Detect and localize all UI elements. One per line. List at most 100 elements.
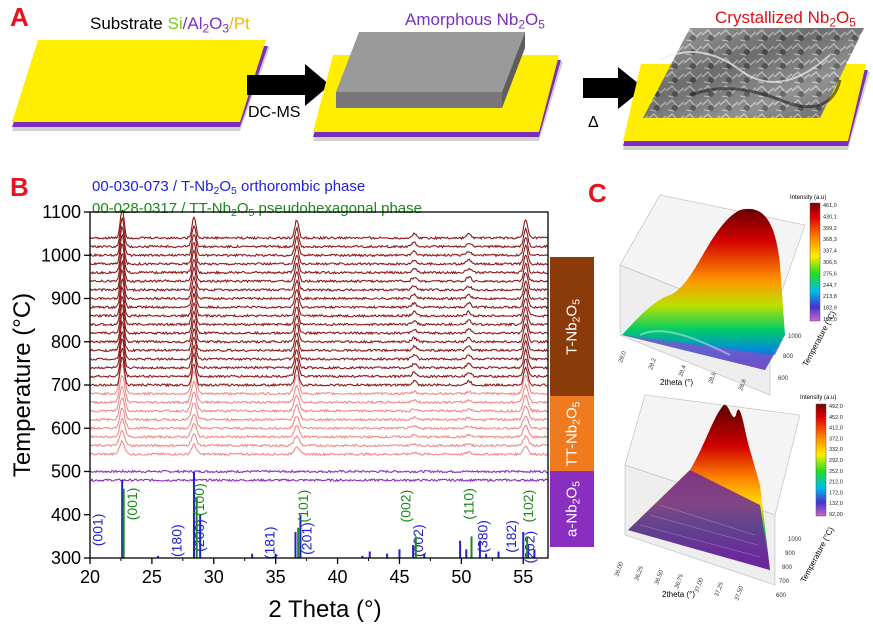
bottom-xtick: 36,50 bbox=[654, 569, 665, 586]
xrd-trace bbox=[89, 225, 548, 258]
reflection-label: (002) bbox=[410, 524, 426, 557]
xrd-trace bbox=[89, 242, 548, 275]
y-tick-label: 1000 bbox=[41, 245, 81, 265]
bottom-y-axis-label: Temperature (°C) bbox=[799, 525, 836, 584]
reflection-label: (182) bbox=[503, 520, 519, 553]
top-x-axis-label: 2theta (°) bbox=[660, 378, 693, 387]
xrd-trace bbox=[89, 216, 548, 249]
xrd-trace bbox=[89, 417, 548, 440]
colorbar-label: 212,0 bbox=[829, 480, 843, 486]
x-tick-label: 30 bbox=[204, 567, 224, 587]
top-xtick: 28,0 bbox=[618, 350, 628, 364]
top-xtick: 28,8 bbox=[738, 378, 748, 392]
xrd-trace bbox=[89, 375, 548, 405]
colorbar-label: 152,0 bbox=[823, 317, 837, 323]
xrd-trace bbox=[89, 209, 548, 241]
xrd-trace bbox=[89, 268, 548, 301]
colorbar-label: 372,0 bbox=[829, 436, 843, 442]
xrd-trace bbox=[89, 385, 548, 414]
colorbar-label: 399,2 bbox=[823, 226, 837, 232]
xrd-trace bbox=[89, 429, 548, 448]
xrd-trace bbox=[89, 304, 548, 336]
colorbar-label: 213,8 bbox=[823, 294, 837, 300]
bottom-ytick: 700 bbox=[779, 579, 790, 585]
top-xtick: 28,2 bbox=[648, 357, 658, 371]
colorbar-label: 172,0 bbox=[829, 490, 843, 496]
xrd-trace bbox=[89, 277, 548, 310]
colorbar-label: 337,4 bbox=[823, 249, 837, 255]
legend-blue: 00-030-073 / T-Nb2O5 orthorombic phase bbox=[92, 178, 366, 198]
x-tick-label: 50 bbox=[451, 567, 471, 587]
bottom-legend-title: Intensity (a.u) bbox=[800, 395, 836, 401]
colorbar-label: 461,0 bbox=[823, 203, 837, 209]
process-schematic: DC-MS Δ bbox=[12, 28, 870, 150]
arrow-2-label: Δ bbox=[588, 114, 599, 131]
panel-b-letter: B bbox=[10, 172, 29, 202]
top-ytick: 1000 bbox=[788, 334, 802, 340]
bottom-xtick: 37,00 bbox=[694, 577, 705, 594]
bottom-xtick: 36,75 bbox=[674, 573, 685, 590]
arrow-1 bbox=[247, 64, 330, 106]
reflection-label: (180) bbox=[169, 524, 185, 557]
bottom-x-axis-label: 2theta (°) bbox=[662, 590, 695, 599]
bottom-ytick: 800 bbox=[782, 565, 793, 571]
reflection-label: (380) bbox=[474, 520, 490, 553]
amorphous-title: Amorphous Nb2O5 bbox=[405, 10, 545, 32]
xrd-trace bbox=[89, 469, 548, 474]
reflection-label: (001) bbox=[89, 514, 105, 547]
colorbar-label: 182,9 bbox=[823, 306, 837, 312]
substrate-2 bbox=[313, 32, 563, 141]
colorbar-label: 430,1 bbox=[823, 214, 837, 220]
surface-plot-top: 2theta (°) Temperature (°C) 28,0 28,2 28… bbox=[618, 194, 838, 396]
xrd-trace bbox=[89, 253, 548, 284]
phase-bar-tt: TT-Nb2O5 bbox=[550, 396, 594, 471]
colorbar-label: 492,0 bbox=[829, 404, 843, 410]
reflection-label: (001) bbox=[124, 488, 140, 521]
x-axis-label: 2 Theta (°) bbox=[268, 596, 381, 623]
xrd-trace bbox=[89, 337, 548, 370]
colorbar-label: 368,3 bbox=[823, 237, 837, 243]
bottom-xtick: 37,25 bbox=[714, 581, 725, 598]
substrate-title: Substrate Si/Al2O3/Pt bbox=[90, 14, 250, 36]
colorbar-label: 306,5 bbox=[823, 260, 837, 266]
xrd-trace bbox=[89, 331, 548, 362]
xrd-trace bbox=[89, 259, 548, 293]
y-tick-label: 700 bbox=[51, 375, 81, 395]
arrow-1-label: DC-MS bbox=[248, 104, 300, 121]
x-tick-label: 20 bbox=[80, 567, 100, 587]
x-tick-label: 55 bbox=[513, 567, 533, 587]
bottom-ytick: 1000 bbox=[788, 537, 802, 543]
colorbar-label: 412,0 bbox=[829, 426, 843, 432]
y-tick-label: 1100 bbox=[42, 202, 81, 222]
top-colorbar bbox=[809, 202, 821, 322]
bottom-xtick: 37,50 bbox=[734, 585, 745, 602]
sem-image-block bbox=[643, 28, 864, 118]
colorbar-label: 132,0 bbox=[829, 501, 843, 507]
y-tick-label: 300 bbox=[51, 548, 81, 568]
colorbar-label: 92,00 bbox=[829, 512, 843, 518]
xrd-trace bbox=[89, 347, 548, 379]
phase-bar-t: T-Nb2O5 bbox=[550, 257, 594, 396]
panel-c-letter: C bbox=[588, 178, 607, 208]
colorbar-label: 252,0 bbox=[829, 469, 843, 475]
top-xtick: 28,4 bbox=[678, 364, 688, 378]
panel-a-letter: A bbox=[10, 2, 29, 32]
x-tick-label: 45 bbox=[389, 567, 409, 587]
xrd-trace bbox=[89, 233, 548, 267]
colorbar-label: 275,6 bbox=[823, 271, 837, 277]
xrd-trace bbox=[89, 396, 548, 422]
bottom-xtick: 36,25 bbox=[634, 565, 645, 582]
xrd-trace bbox=[89, 439, 548, 457]
colorbar-label: 452,0 bbox=[829, 415, 843, 421]
top-ytick: 800 bbox=[783, 354, 794, 360]
bottom-colorbar bbox=[815, 403, 827, 517]
y-tick-label: 600 bbox=[51, 418, 81, 438]
arrow-2 bbox=[583, 67, 644, 109]
xrd-trace bbox=[89, 285, 548, 319]
reflection-label: (101) bbox=[295, 490, 311, 523]
xrd-trace bbox=[89, 407, 548, 431]
y-axis-label: Temperature (°C) bbox=[9, 293, 36, 477]
xrd-trace bbox=[89, 311, 548, 344]
reflection-label: (100) bbox=[191, 483, 207, 516]
